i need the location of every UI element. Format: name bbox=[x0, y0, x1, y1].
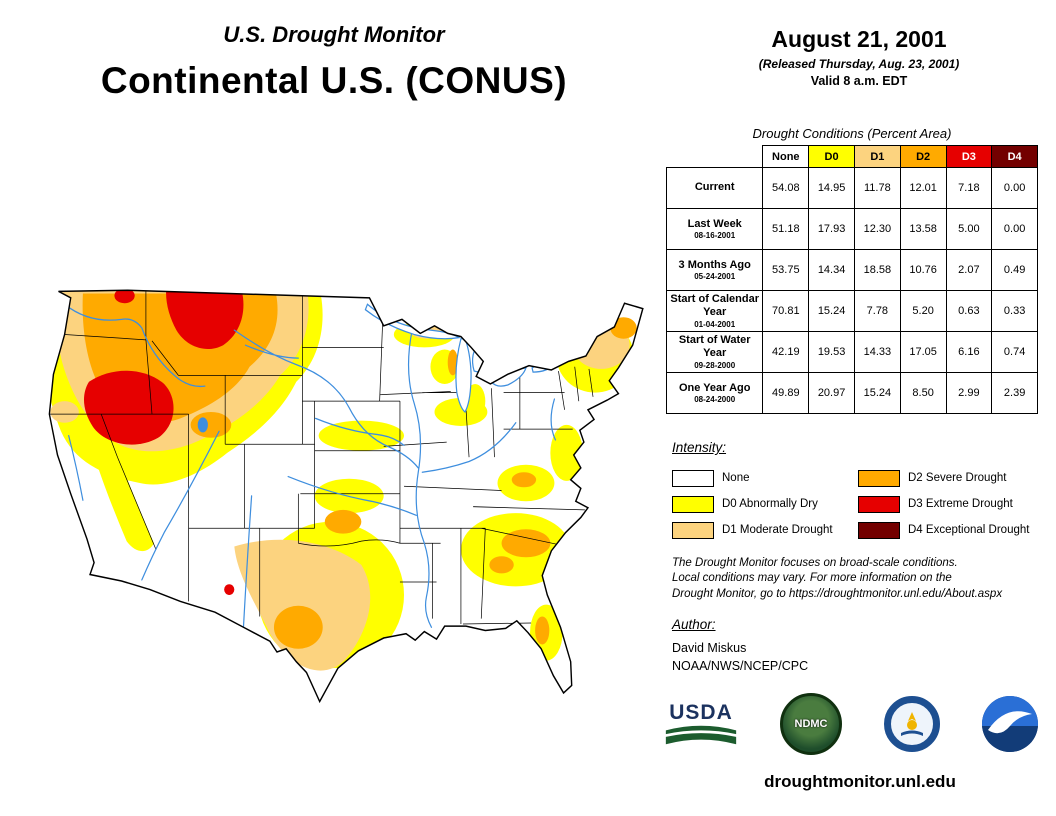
intensity-legend: Intensity: None D0 Abnormally Dry D1 Mod… bbox=[672, 440, 1044, 543]
eagle-icon bbox=[901, 712, 923, 736]
table-title: Drought Conditions (Percent Area) bbox=[752, 126, 952, 141]
table-corner bbox=[666, 145, 763, 168]
table-cell: 2.07 bbox=[945, 249, 993, 291]
row-label: Start of Water Year 09-28-2000 bbox=[665, 331, 764, 373]
rivers bbox=[64, 303, 557, 628]
legend-item-d1: D1 Moderate Drought bbox=[672, 521, 858, 539]
table-cell: 49.89 bbox=[762, 372, 810, 414]
legend-item-none: None bbox=[672, 469, 858, 487]
legend-item-d3: D3 Extreme Drought bbox=[858, 495, 1044, 513]
column-header-none: None bbox=[762, 145, 810, 168]
table-row: One Year Ago 08-24-2000 49.89 20.97 15.24… bbox=[665, 372, 1038, 414]
legend-item-d2: D2 Severe Drought bbox=[858, 469, 1044, 487]
table-cell: 20.97 bbox=[808, 372, 855, 414]
table-cell: 17.05 bbox=[899, 331, 947, 373]
author-org: NOAA/NWS/NCEP/CPC bbox=[672, 659, 809, 673]
column-header-d1: D1 bbox=[853, 145, 901, 168]
table-cell: 11.78 bbox=[853, 167, 901, 209]
legend-title: Intensity: bbox=[672, 440, 727, 455]
legend-swatch-d4 bbox=[858, 521, 900, 539]
table-row: Start of Calendar Year 01-04-2001 70.81 1… bbox=[665, 290, 1038, 332]
site-url: droughtmonitor.unl.edu bbox=[764, 772, 956, 791]
table-cell: 14.33 bbox=[853, 331, 901, 373]
row-label: Current bbox=[665, 167, 764, 209]
table-cell: 10.76 bbox=[899, 249, 947, 291]
table-cell: 2.39 bbox=[991, 372, 1038, 414]
table-cell: 42.19 bbox=[762, 331, 810, 373]
table-cell: 51.18 bbox=[762, 208, 810, 250]
table-cell: 13.58 bbox=[899, 208, 947, 250]
dept-of-commerce-seal-icon bbox=[884, 696, 940, 752]
table-cell: 6.16 bbox=[945, 331, 993, 373]
table-cell: 15.24 bbox=[808, 290, 855, 332]
noaa-logo bbox=[982, 696, 1038, 752]
logos-row: USDA NDMC bbox=[664, 692, 1038, 756]
table-cell: 2.99 bbox=[945, 372, 993, 414]
noaa-seagull-icon bbox=[982, 696, 1038, 752]
table-cell: 19.53 bbox=[808, 331, 855, 373]
table-cell: 7.18 bbox=[945, 167, 993, 209]
conus-drought-map bbox=[26, 272, 654, 708]
valid-time: Valid 8 a.m. EDT bbox=[810, 74, 908, 88]
table-cell: 0.00 bbox=[991, 208, 1038, 250]
title-block: U.S. Drought Monitor Continental U.S. (C… bbox=[58, 22, 610, 102]
column-header-d0: D0 bbox=[808, 145, 855, 168]
table-cell: 0.74 bbox=[991, 331, 1038, 373]
state-borders bbox=[49, 290, 594, 625]
table-cell: 18.58 bbox=[853, 249, 901, 291]
legend-swatch-d3 bbox=[858, 495, 900, 513]
row-label: Last Week 08-16-2001 bbox=[665, 208, 764, 250]
page-title: U.S. Drought Monitor bbox=[223, 22, 445, 47]
table-cell: 14.34 bbox=[808, 249, 855, 291]
author-block: Author: David Miskus NOAA/NWS/NCEP/CPC bbox=[672, 617, 808, 673]
table-row: Start of Water Year 09-28-2000 42.19 19.5… bbox=[665, 331, 1038, 373]
table-row: Current 54.08 14.95 11.78 12.01 7.18 0.0… bbox=[665, 167, 1038, 209]
date-block: August 21, 2001 (Released Thursday, Aug.… bbox=[698, 26, 1020, 88]
table-cell: 54.08 bbox=[762, 167, 810, 209]
legend-swatch-d2 bbox=[858, 469, 900, 487]
drought-table: None D0 D1 D2 D3 D4 Current 54.08 14.95 … bbox=[665, 145, 1038, 414]
column-header-d4: D4 bbox=[991, 145, 1038, 168]
table-row: 3 Months Ago 05-24-2001 53.75 14.34 18.58… bbox=[665, 249, 1038, 291]
legend-item-d0: D0 Abnormally Dry bbox=[672, 495, 858, 513]
author-name: David Miskus bbox=[672, 641, 747, 655]
us-outline bbox=[48, 289, 644, 704]
legend-swatch-none bbox=[672, 469, 714, 487]
table-row: Last Week 08-16-2001 51.18 17.93 12.30 13… bbox=[665, 208, 1038, 250]
table-cell: 0.63 bbox=[945, 290, 993, 332]
row-label: One Year Ago 08-24-2000 bbox=[665, 372, 764, 414]
table-cell: 5.00 bbox=[945, 208, 993, 250]
table-cell: 14.95 bbox=[808, 167, 855, 209]
row-label: Start of Calendar Year 01-04-2001 bbox=[665, 290, 764, 332]
table-cell: 12.01 bbox=[899, 167, 947, 209]
disclaimer-text: The Drought Monitor focuses on broad-sca… bbox=[672, 557, 1003, 600]
table-cell: 12.30 bbox=[853, 208, 901, 250]
table-cell: 53.75 bbox=[762, 249, 810, 291]
table-cell: 70.81 bbox=[762, 290, 810, 332]
table-cell: 0.49 bbox=[991, 249, 1038, 291]
release-note: (Released Thursday, Aug. 23, 2001) bbox=[758, 57, 960, 71]
page-subtitle: Continental U.S. (CONUS) bbox=[100, 60, 568, 101]
usda-logo: USDA bbox=[664, 702, 738, 747]
table-cell: 8.50 bbox=[899, 372, 947, 414]
table-cell: 17.93 bbox=[808, 208, 855, 250]
us-map-canvas bbox=[48, 289, 644, 704]
table-cell: 15.24 bbox=[853, 372, 901, 414]
table-cell: 0.00 bbox=[991, 167, 1038, 209]
usda-swoosh-icon bbox=[665, 725, 737, 744]
legend-swatch-d0 bbox=[672, 495, 714, 513]
legend-swatch-d1 bbox=[672, 521, 714, 539]
table-cell: 7.78 bbox=[853, 290, 901, 332]
ndmc-logo: NDMC bbox=[780, 693, 842, 755]
legend-item-d4: D4 Exceptional Drought bbox=[858, 521, 1044, 539]
column-header-d2: D2 bbox=[899, 145, 947, 168]
drought-table-block: Drought Conditions (Percent Area) None D… bbox=[665, 126, 1038, 414]
table-cell: 0.33 bbox=[991, 290, 1038, 332]
d3-regions bbox=[83, 290, 244, 595]
author-heading: Author: bbox=[672, 617, 716, 632]
map-date: August 21, 2001 bbox=[771, 26, 947, 52]
table-cell: 5.20 bbox=[899, 290, 947, 332]
row-label: 3 Months Ago 05-24-2001 bbox=[665, 249, 764, 291]
column-header-d3: D3 bbox=[945, 145, 993, 168]
